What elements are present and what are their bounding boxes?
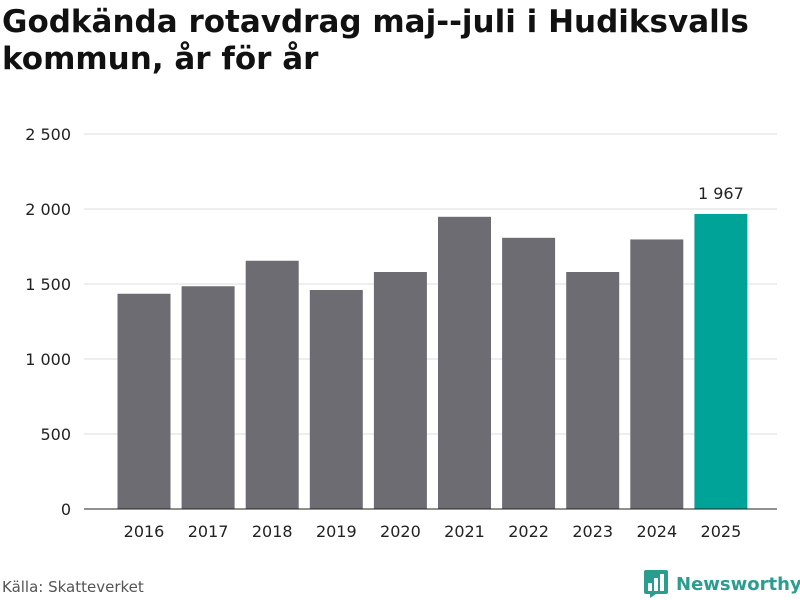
brand-logo: Newsworthy: [644, 570, 800, 598]
x-tick-label: 2021: [444, 522, 485, 541]
data-labels: 1 967: [698, 184, 744, 203]
bar-2018: [245, 260, 299, 509]
bars: [117, 213, 748, 510]
x-axis-ticks: 2016 2017 2018 2019 2020 2021 2022 2023 2024 2025: [124, 522, 742, 541]
x-tick-label: 2017: [188, 522, 229, 541]
bar-2021: [438, 216, 491, 510]
x-tick-label: 2023: [572, 522, 613, 541]
y-tick-label: 2 500: [25, 125, 71, 144]
bar-2019: [309, 290, 363, 509]
chart-title: Godkända rotavdrag maj--juli i Hudiksval…: [2, 4, 749, 77]
y-tick-label: 0: [61, 500, 71, 519]
x-tick-label: 2025: [701, 522, 742, 541]
x-tick-label: 2024: [636, 522, 677, 541]
bar-2017: [181, 286, 235, 509]
x-tick-label: 2022: [508, 522, 549, 541]
y-tick-label: 2 000: [25, 200, 71, 219]
brand-name: Newsworthy: [676, 573, 800, 595]
y-tick-label: 1 500: [25, 275, 71, 294]
bar-2024: [630, 239, 684, 509]
bar-chart-icon: [644, 570, 668, 598]
x-tick-label: 2016: [124, 522, 165, 541]
y-axis-ticks: 0 500 1 000 1 500 2 000 2 500: [25, 125, 71, 519]
bar-2022: [502, 237, 556, 510]
bar-2023: [566, 272, 620, 509]
bar-2025: [694, 213, 748, 509]
y-tick-label: 1 000: [25, 350, 71, 369]
y-tick-label: 500: [40, 425, 71, 444]
data-label: 1 967: [698, 184, 744, 203]
x-tick-label: 2018: [252, 522, 293, 541]
x-tick-label: 2020: [380, 522, 421, 541]
bar-2016: [117, 293, 171, 509]
source-note: Källa: Skatteverket: [2, 578, 144, 596]
bar-2020: [373, 272, 427, 509]
x-tick-label: 2019: [316, 522, 357, 541]
